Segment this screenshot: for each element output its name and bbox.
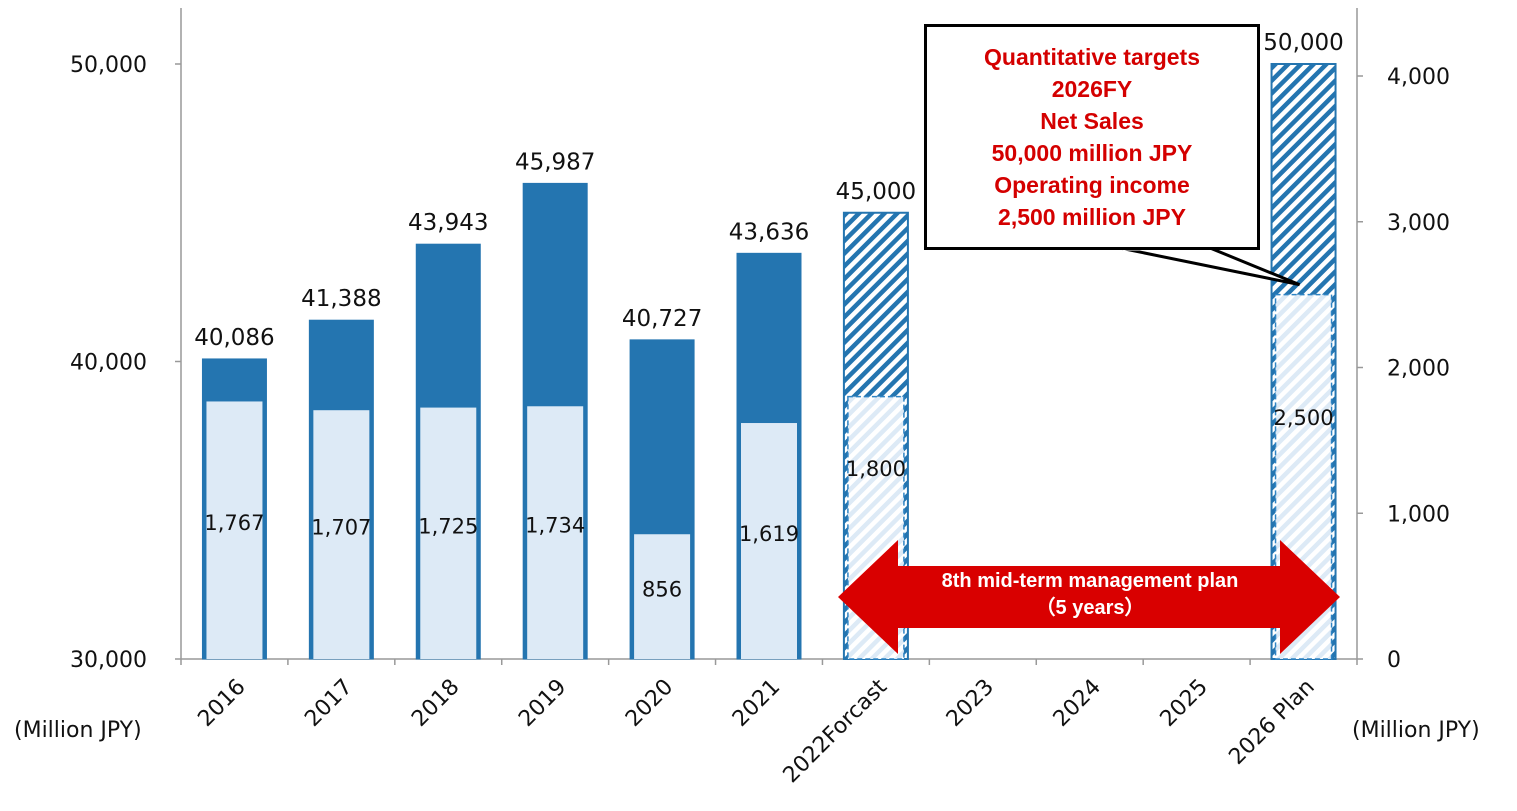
callout-line: Net Sales [1040,108,1144,134]
net-sales-value-label: 40,086 [194,325,274,351]
x-tick-label: 2023 [942,675,999,732]
operating-income-value-label: 1,725 [418,514,478,538]
net-sales-value-label: 43,943 [408,210,488,236]
target-callout: Quantitative targets 2026FY Net Sales 50… [924,24,1260,250]
plan-arrow-subtitle: （5 years） [1035,597,1145,619]
x-tick-label: 2024 [1049,675,1106,732]
data-labels: 40,086 1,767 41,388 1,707 43,943 1,725 45,987 1… [194,30,1344,602]
x-tick-label: 2020 [621,675,678,732]
operating-income-bar [527,406,584,659]
operating-income-bar [206,401,263,659]
operating-income-bar [634,534,691,659]
operating-income-value-label: 1,734 [525,514,585,538]
operating-income-value-label: 1,619 [739,522,799,546]
left-tick-label: 30,000 [70,648,147,673]
x-tick-label: 2016 [193,675,250,732]
plan-arrow-title: 8th mid-term management plan [941,570,1239,592]
right-tick-label: 0 [1387,648,1401,673]
operating-income-bar [741,423,797,659]
operating-income-value-label: 2,500 [1273,406,1333,430]
net-sales-value-label: 43,636 [729,219,809,245]
plan-period-arrow [838,540,1340,654]
left-axis-unit: (Million JPY) [14,718,142,743]
net-sales-value-label: 40,727 [622,306,702,332]
operating-income-bar [313,410,370,659]
operating-income-bar [420,407,477,659]
x-tick-label: 2018 [407,675,464,732]
right-tick-label: 3,000 [1387,211,1450,236]
operating-income-value-label: 1,800 [846,457,906,481]
callout-line: Quantitative targets [984,44,1200,70]
plan-arrow-label: 8th mid-term management plan （5 years） [880,568,1300,622]
operating-income-value-label: 1,767 [204,511,264,535]
x-tick-label: 2017 [300,675,357,732]
net-sales-value-label: 45,000 [836,179,916,205]
x-tick-label: 2022Forcast [779,674,893,788]
right-tick-label: 2,000 [1387,357,1450,382]
x-tick-label: 2019 [514,675,571,732]
operating-income-value-label: 856 [642,578,682,602]
net-sales-value-label: 45,987 [515,149,595,175]
x-tick-label: 2021 [728,675,785,732]
callout-line: 2026FY [1051,76,1133,102]
operating-income-value-label: 1,707 [311,516,371,540]
left-tick-label: 40,000 [70,351,147,376]
x-tick-label: 2026 Plan [1224,675,1319,770]
right-tick-label: 4,000 [1387,65,1450,90]
right-axis-unit: (Million JPY) [1352,718,1480,743]
net-sales-value-label: 41,388 [301,286,381,312]
x-tick-label: 2025 [1156,675,1213,732]
net-sales-value-label: 50,000 [1263,30,1343,56]
left-tick-label: 50,000 [70,53,147,78]
callout-line: 2,500 million JPY [998,204,1186,230]
callout-line: Operating income [994,172,1190,198]
right-tick-label: 1,000 [1387,502,1450,527]
callout-line: 50,000 million JPY [991,140,1193,166]
